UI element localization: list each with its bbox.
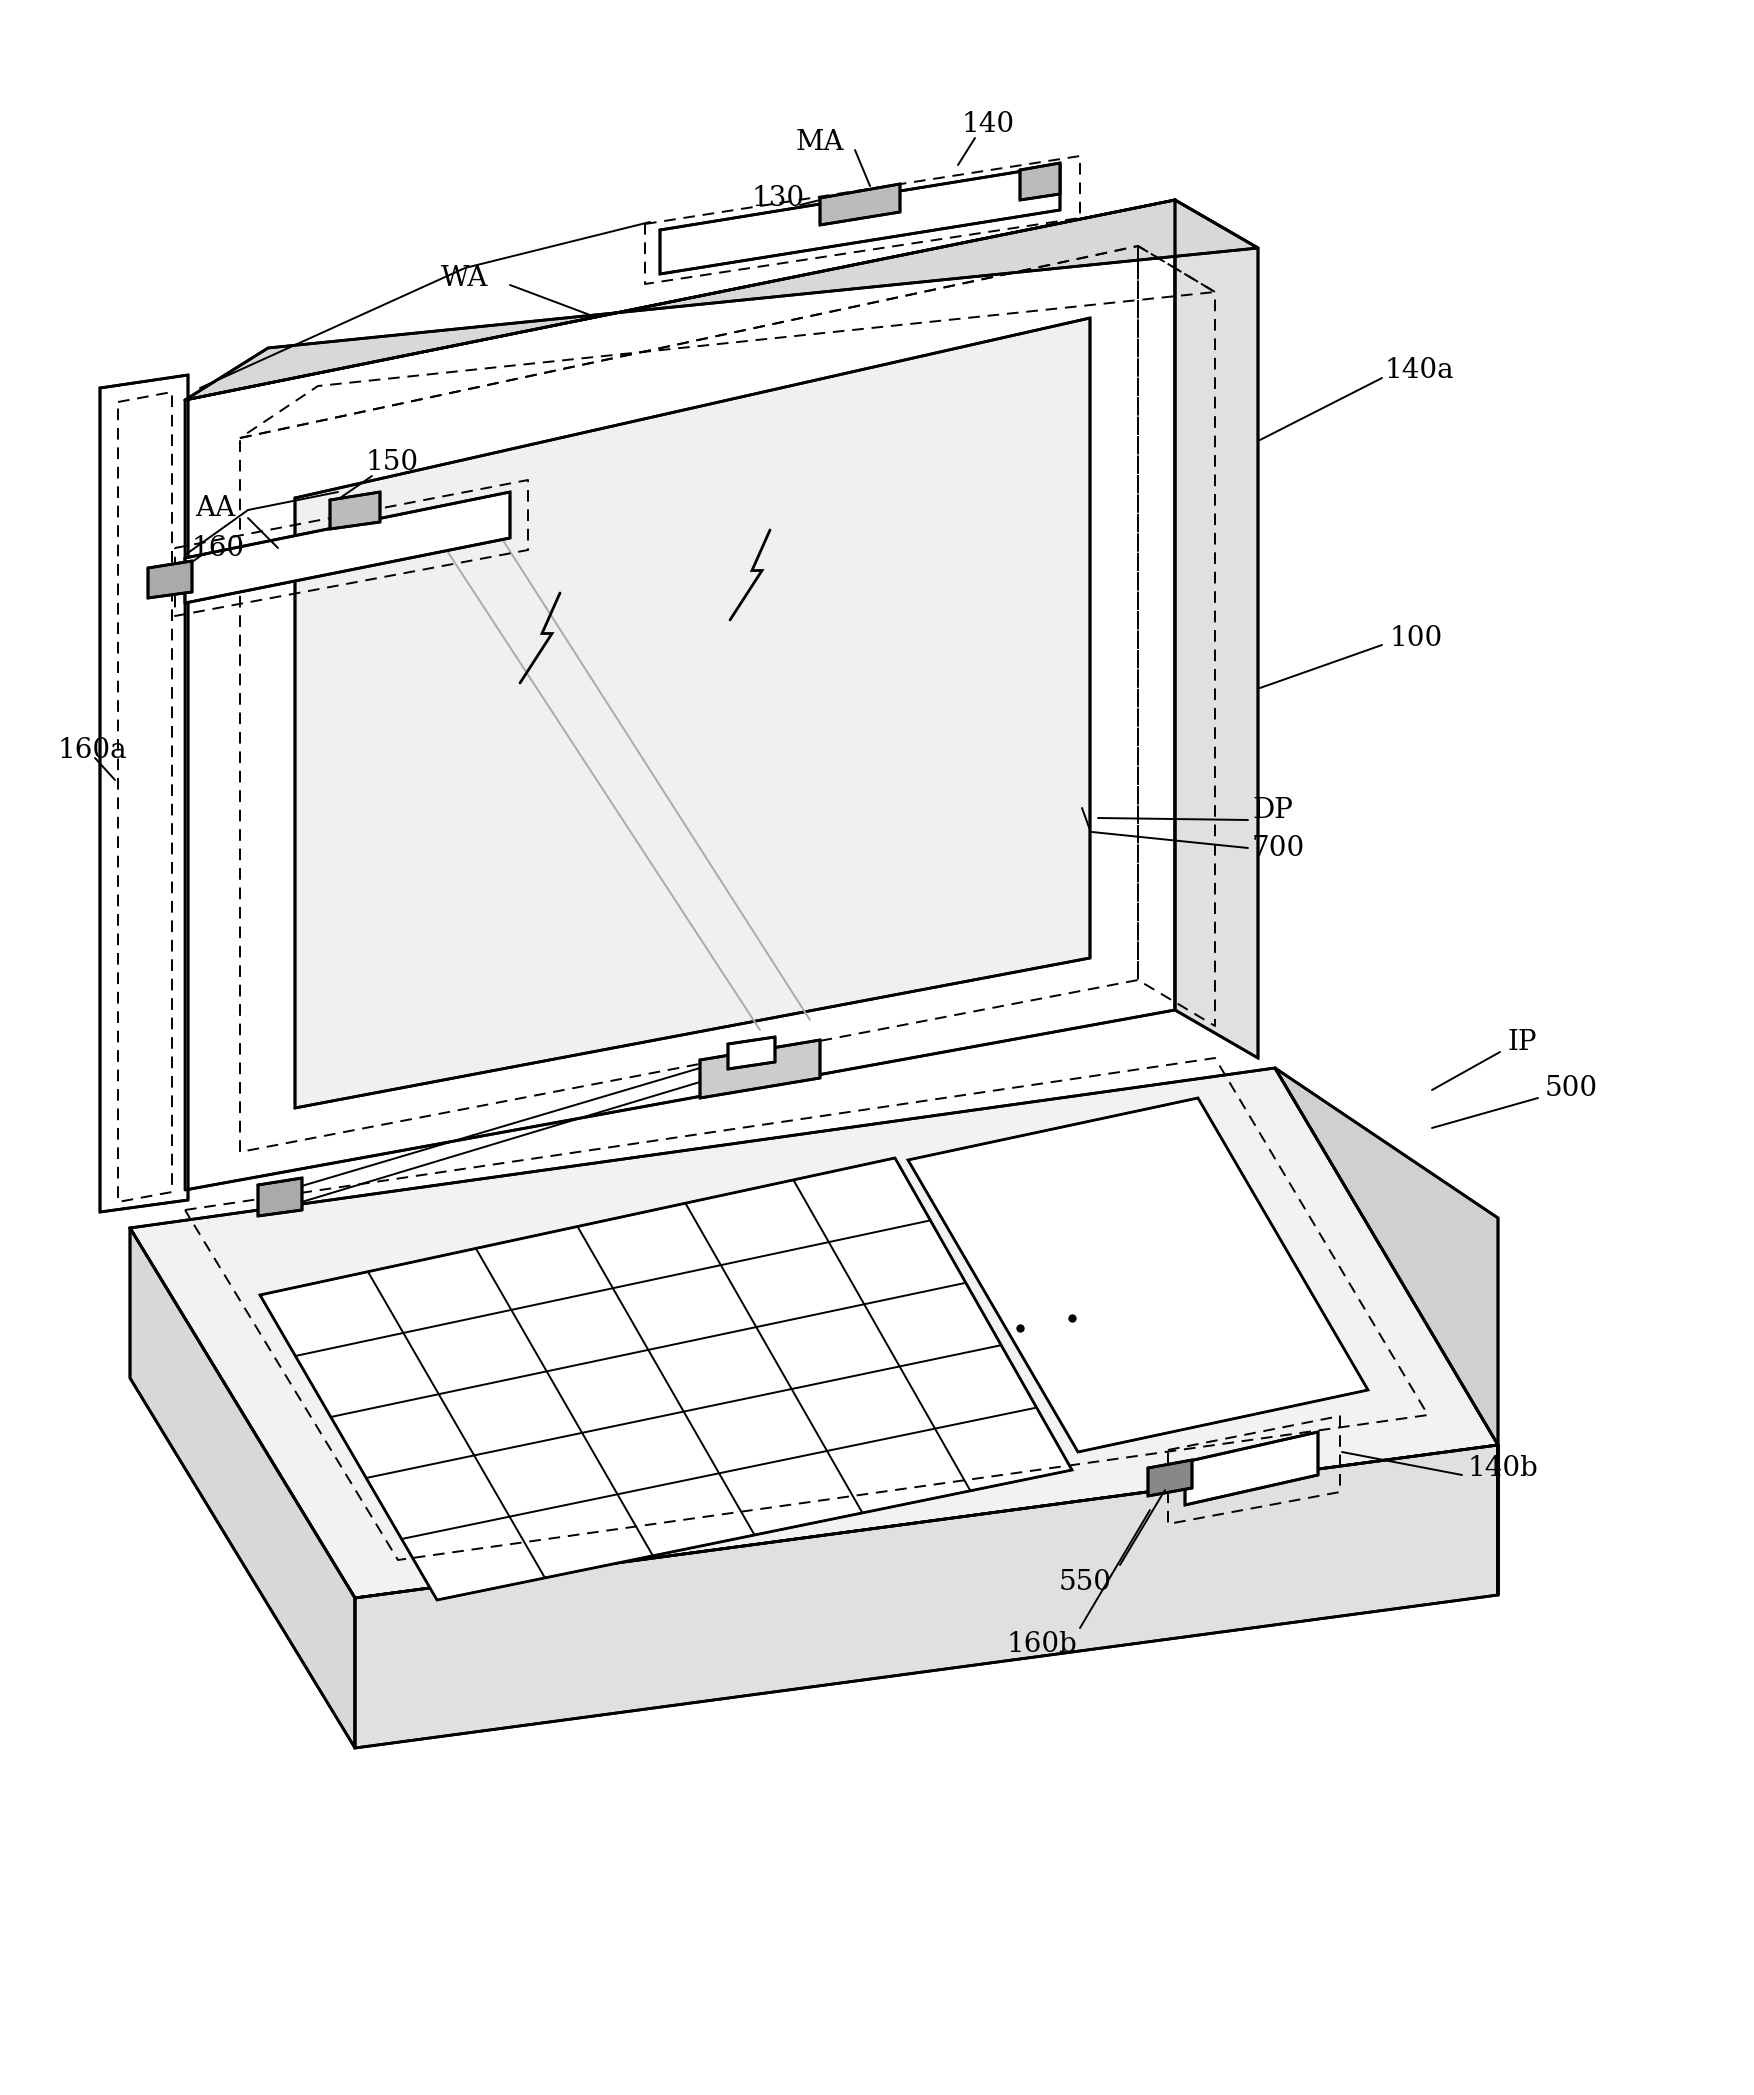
Polygon shape [330,492,381,530]
Polygon shape [1021,163,1059,199]
Text: 140: 140 [961,111,1014,138]
Polygon shape [1275,1068,1498,1594]
Text: 150: 150 [365,448,419,476]
Polygon shape [821,184,900,224]
Polygon shape [1149,1460,1193,1496]
Polygon shape [184,492,510,603]
Text: 140a: 140a [1386,356,1454,383]
Polygon shape [130,1228,354,1747]
Polygon shape [728,1037,775,1068]
Text: IP: IP [1508,1029,1538,1056]
Text: WA: WA [442,264,489,291]
Polygon shape [184,199,1175,1190]
Polygon shape [260,1159,1072,1601]
Polygon shape [295,318,1089,1108]
Polygon shape [147,561,191,597]
Polygon shape [700,1039,821,1098]
Polygon shape [130,1068,1498,1598]
Text: 130: 130 [751,184,805,212]
Text: DP: DP [1252,796,1293,823]
Polygon shape [258,1177,302,1215]
Text: 160: 160 [191,534,244,561]
Text: 100: 100 [1389,624,1444,652]
Text: 160a: 160a [58,737,128,763]
Text: 140b: 140b [1468,1454,1538,1481]
Polygon shape [184,199,1258,400]
Polygon shape [909,1098,1368,1452]
Polygon shape [1186,1433,1317,1504]
Text: AA: AA [195,494,235,522]
Text: 500: 500 [1545,1075,1598,1102]
Text: 700: 700 [1252,834,1305,861]
Text: MA: MA [796,128,844,155]
Polygon shape [354,1446,1498,1747]
Polygon shape [660,166,1059,274]
Polygon shape [100,375,188,1213]
Text: 550: 550 [1058,1569,1112,1596]
Text: 160b: 160b [1007,1632,1077,1659]
Polygon shape [1175,199,1258,1058]
